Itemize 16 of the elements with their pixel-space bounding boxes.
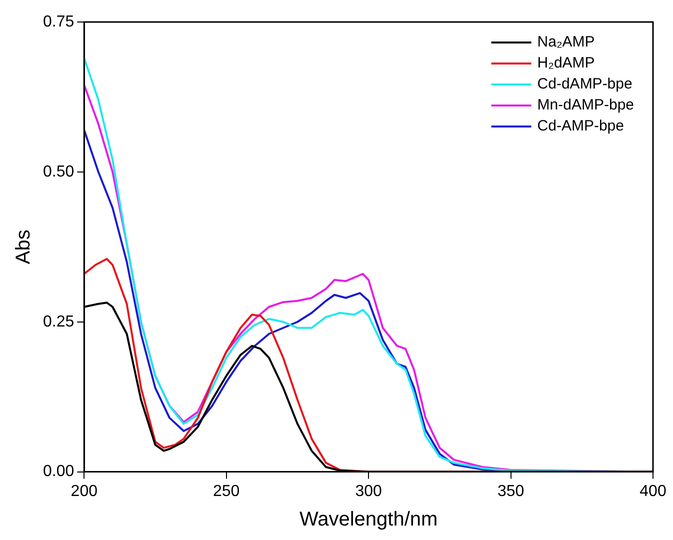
x-tick-label: 300 <box>355 482 382 500</box>
legend-label: H₂dAMP <box>537 54 595 72</box>
legend-label: Na₂AMP <box>537 34 595 51</box>
x-axis-title: Wavelength/nm <box>299 508 438 531</box>
x-tick-label: 200 <box>70 482 98 500</box>
x-tick-label: 250 <box>213 482 240 500</box>
y-tick-label: 0.25 <box>43 313 74 330</box>
x-tick-label: 400 <box>640 482 666 500</box>
y-tick-label: 0.75 <box>43 13 74 30</box>
legend-label: Cd-dAMP-bpe <box>537 76 632 93</box>
y-axis-title: Abs <box>12 230 35 264</box>
x-tick-label: 350 <box>497 482 524 500</box>
legend-label: Mn-dAMP-bpe <box>537 96 634 114</box>
y-tick-label: 0.50 <box>43 163 74 180</box>
legend-label: Cd-AMP-bpe <box>537 118 624 135</box>
y-tick-label: 0.00 <box>43 463 74 480</box>
